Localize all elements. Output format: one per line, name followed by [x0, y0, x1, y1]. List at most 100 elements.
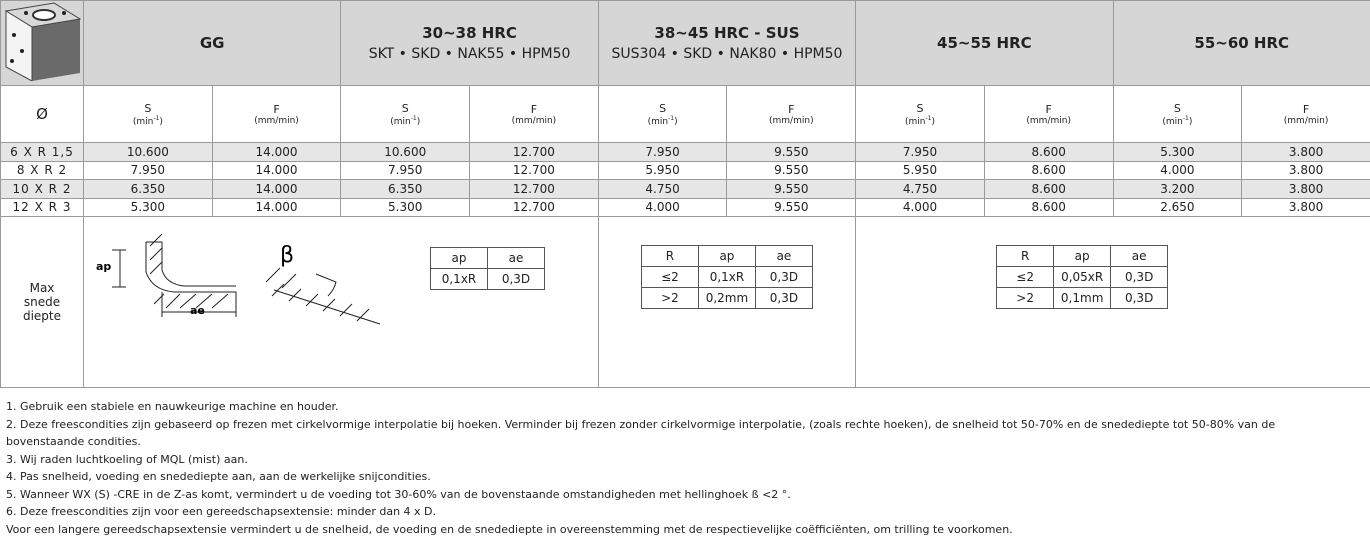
column-unit: (min-1) [1114, 115, 1242, 127]
value-cell: 6.350 [340, 179, 471, 199]
small-header-cell: ap [697, 245, 756, 267]
unit-part: (mm/min) [1026, 115, 1071, 126]
small-cell: ≤2 [996, 266, 1055, 288]
value-cell: 5.950 [855, 160, 985, 180]
small-cell: 0,3D [1110, 287, 1169, 309]
column-label: F [273, 102, 280, 116]
value-cell: 8.600 [983, 197, 1114, 217]
value-cell: 7.950 [597, 142, 728, 162]
column-label: F [1302, 102, 1310, 116]
value-cell: 7.950 [855, 142, 985, 162]
unit-part: -1 [410, 114, 417, 122]
note-line: 2. Deze freescondities zijn gebaseerd op… [6, 417, 1276, 449]
diagram-label: ae [190, 304, 205, 317]
row-label: 10 X R 2 [0, 179, 84, 199]
label-line: snede [23, 295, 61, 309]
value-cell: 3.200 [1112, 179, 1243, 199]
unit-part: ) [416, 116, 421, 127]
value-cell: 9.550 [726, 179, 857, 199]
value-cell: 12.700 [469, 160, 599, 180]
value-cell: 12.700 [469, 142, 599, 162]
small-cell: 0,05xR [1053, 266, 1112, 288]
value-cell: 4.000 [597, 197, 728, 217]
unit-part: (mm/min) [1283, 115, 1329, 126]
small-cell: 0,1xR [430, 268, 488, 290]
group-title: GG [199, 34, 225, 52]
unit-part: (min [647, 116, 669, 127]
diagram-label: ap [96, 260, 111, 273]
small-row: ≤2 0,05xR 0,3D [996, 266, 1169, 288]
group-subtitle: SUS304 • SKD • NAK80 • HPM50 [611, 46, 843, 62]
unit-part: (mm/min) [769, 115, 814, 126]
unit-part: -1 [668, 114, 675, 122]
spec-table: GG 30~38 HRC SKT • SKD • NAK55 • HPM50 38~4… [0, 0, 1370, 388]
column-header: S (min-1) [83, 85, 213, 143]
small-cell: 0,3D [754, 287, 813, 309]
unit-part: -1 [925, 114, 932, 122]
value-cell: 5.300 [83, 197, 213, 217]
column-label: F [530, 102, 538, 116]
column-header: F (mm/min) [726, 85, 857, 143]
small-cell: >2 [640, 287, 699, 309]
value-cell: 4.750 [597, 179, 728, 199]
unit-part: (mm/min) [254, 115, 299, 126]
value-cell: 3.800 [1241, 179, 1370, 199]
small-cell: ≤2 [640, 266, 699, 288]
column-label: F [788, 102, 795, 116]
unit-part: (min [132, 116, 154, 127]
column-unit: (mm/min) [470, 116, 598, 126]
label-line: diepte [22, 309, 62, 323]
small-row: >2 0,2mm 0,3D [640, 287, 813, 309]
data-row: 6 X R 1,5 10.600 14.000 10.600 12.700 7.950 9.… [0, 142, 1370, 162]
column-header: S (min-1) [340, 85, 471, 143]
max-depth-label: Max snede diepte [0, 216, 84, 388]
note-line: 5. Wanneer WX (S) -CRE in de Z-as komt, … [6, 487, 791, 501]
value-cell: 4.750 [855, 179, 985, 199]
value-cell: 10.600 [340, 142, 471, 162]
small-header: ap ae [430, 247, 545, 269]
value-cell: 7.950 [83, 160, 213, 180]
data-row: 8 X R 2 7.950 14.000 7.950 12.700 5.950 9.550 5… [0, 160, 1370, 180]
column-label: S [1173, 101, 1181, 115]
column-header: S (min-1) [855, 85, 985, 143]
value-cell: 5.300 [1112, 142, 1243, 162]
value-cell: 14.000 [211, 160, 342, 180]
column-unit: (mm/min) [213, 116, 341, 126]
group-header: GG [82, 0, 342, 86]
note-line: 6. Deze freescondities zijn voor een ger… [6, 505, 437, 518]
value-cell: 9.550 [726, 142, 857, 162]
unit-part: ) [931, 116, 935, 127]
row-label: 12 X R 3 [0, 197, 84, 217]
group-header: 55~60 HRC [1112, 0, 1370, 86]
value-cell: 5.950 [597, 160, 728, 180]
icon-cell [0, 0, 84, 86]
small-cell: 0,2mm [697, 287, 756, 309]
value-cell: 6.350 [83, 179, 213, 199]
column-label: S [916, 101, 924, 115]
small-header-cell: ae [1110, 245, 1169, 267]
diameter-label: Ø [36, 105, 48, 123]
value-cell: 8.600 [983, 179, 1114, 199]
column-label: S [401, 101, 409, 115]
column-label: S [659, 101, 667, 115]
group-title: 30~38 HRC [422, 24, 517, 42]
small-row: 0,1xR 0,3D [430, 268, 545, 290]
column-unit: (min-1) [341, 115, 469, 127]
unit-part: ) [159, 116, 163, 127]
value-cell: 9.550 [726, 160, 857, 180]
group-title: 45~55 HRC [937, 34, 1032, 52]
subheader-row: Ø S (min-1) F (mm/min) S (min-1) F (mm/min) S (min… [0, 85, 1370, 143]
group-title: 38~45 HRC - SUS [654, 24, 800, 42]
column-unit: (min-1) [84, 115, 212, 127]
value-cell: 3.800 [1241, 160, 1370, 180]
note-line: 3. Wij raden luchtkoeling of MQL (mist) … [6, 452, 248, 466]
note-line: 4. Pas snelheid, voeding en snedediepte … [6, 470, 431, 483]
small-table: ap ae 0,1xR 0,3D [430, 247, 545, 290]
value-cell: 9.550 [726, 197, 857, 217]
